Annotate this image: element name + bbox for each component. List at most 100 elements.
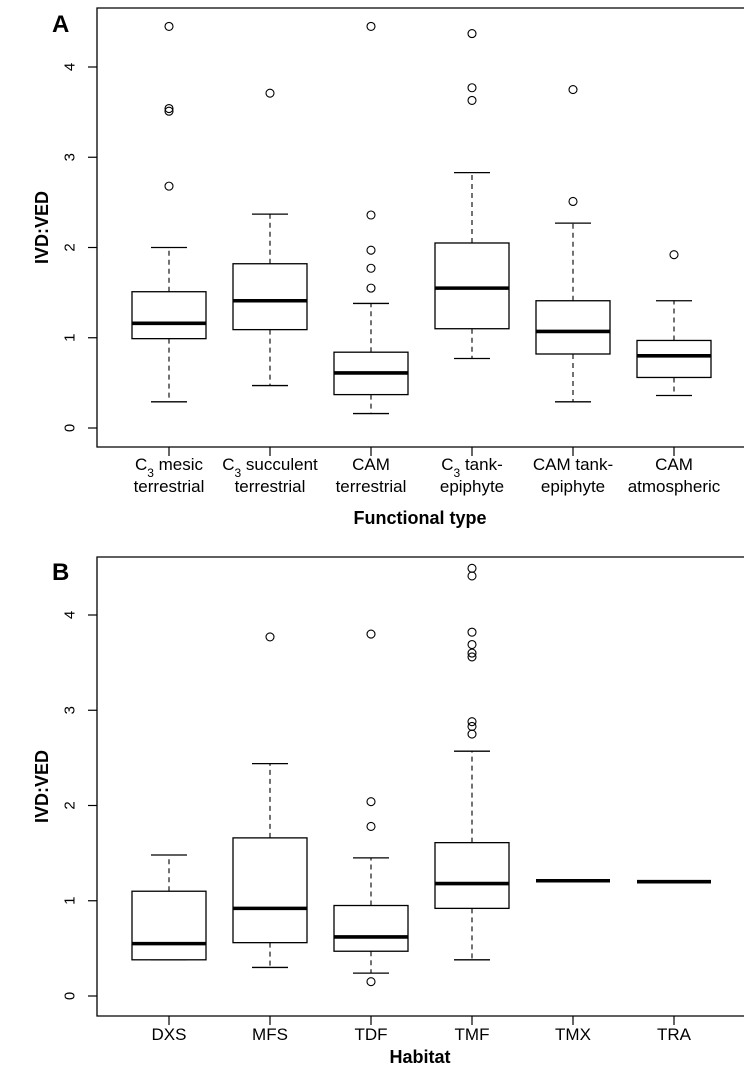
y-tick-label: 4 xyxy=(62,63,79,71)
outlier-point xyxy=(467,729,477,739)
x-tick-label-subscript: 3 xyxy=(235,466,242,480)
box-group: TDF xyxy=(333,629,409,1044)
outlier-point xyxy=(366,821,376,832)
iqr-box xyxy=(434,242,510,330)
x-tick-label-line1: C3 mesic xyxy=(135,455,204,480)
x-tick-label-subscript: 3 xyxy=(147,466,154,480)
x-tick-label-rest: succulent xyxy=(241,455,318,474)
outlier-point xyxy=(568,85,578,95)
iqr-box xyxy=(636,339,712,379)
x-tick-label-line2: terrestrial xyxy=(336,477,407,496)
outlier-point xyxy=(164,21,174,31)
x-tick-label-rest: CAM xyxy=(655,455,693,474)
iqr-box xyxy=(232,263,308,331)
plot-frame xyxy=(96,556,744,1017)
outlier-point xyxy=(366,210,376,220)
y-tick-label: 1 xyxy=(62,334,79,342)
x-tick-label-line2: terrestrial xyxy=(235,477,306,496)
x-tick-label-line2: atmospheric xyxy=(628,477,721,496)
x-tick-label-line1: CAM xyxy=(352,455,390,474)
x-tick-label-line1: CAM tank- xyxy=(533,455,613,474)
y-tick-label: 3 xyxy=(62,153,79,161)
iqr-box xyxy=(131,291,207,340)
outlier-point xyxy=(467,648,477,658)
x-tick-label: TDF xyxy=(354,1025,387,1044)
outlier-point xyxy=(164,181,174,191)
y-tick-label: 3 xyxy=(62,706,79,714)
outlier-point xyxy=(467,83,477,93)
x-tick-label-rest: CAM xyxy=(352,455,390,474)
panel-letter: A xyxy=(52,11,69,38)
x-tick-label: MFS xyxy=(252,1025,288,1044)
y-tick-label: 0 xyxy=(62,424,79,432)
box-group: TRA xyxy=(637,879,711,1044)
x-tick-label: TMX xyxy=(555,1025,591,1044)
outlier-point xyxy=(366,629,376,639)
iqr-box xyxy=(333,904,409,952)
y-tick-label: 4 xyxy=(62,611,79,619)
panel-b-boxplot: B 0 1 2 3 4 IVD:VED Habitat DXS MFS TDF TMF TMX TRA xyxy=(32,556,744,1066)
panel-letter: B xyxy=(52,559,69,586)
x-tick-label-prefix: C xyxy=(222,455,234,474)
outlier-point xyxy=(164,103,174,114)
x-tick-label-line2: terrestrial xyxy=(134,477,205,496)
x-tick-label-rest: CAM tank- xyxy=(533,455,613,474)
y-axis-title: IVD:VED xyxy=(32,750,52,823)
x-tick-label-line1: C3 succulent xyxy=(222,455,318,480)
outlier-point xyxy=(366,797,376,807)
y-tick-label: 1 xyxy=(62,897,79,905)
iqr-box xyxy=(434,841,510,910)
outlier-point xyxy=(164,106,174,116)
outlier-point xyxy=(366,977,376,987)
box-group: CAM terrestrial xyxy=(333,21,409,496)
box-group: DXS xyxy=(131,854,207,1044)
outlier-point xyxy=(467,563,477,573)
iqr-box xyxy=(131,890,207,961)
outlier-point xyxy=(467,95,477,105)
outlier-point xyxy=(467,639,477,650)
x-tick-label-prefix: C xyxy=(441,455,453,474)
outlier-point xyxy=(366,283,376,293)
box-group: C3 tank-epiphyte xyxy=(434,29,510,496)
iqr-box xyxy=(232,837,308,944)
outlier-point xyxy=(467,571,477,581)
box-group: TMF xyxy=(434,563,510,1044)
outlier-point xyxy=(568,196,578,207)
x-tick-label: DXS xyxy=(152,1025,187,1044)
outlier-point xyxy=(366,21,376,31)
outlier-point xyxy=(265,632,275,642)
plot-frame xyxy=(96,7,744,448)
x-tick-label-rest: mesic xyxy=(154,455,204,474)
x-tick-label-line2: epiphyte xyxy=(440,477,504,496)
x-axis-title: Habitat xyxy=(389,1047,450,1066)
box-group: CAM atmospheric xyxy=(628,250,721,496)
outlier-point xyxy=(467,627,477,637)
x-tick-label-line1: CAM xyxy=(655,455,693,474)
outlier-point xyxy=(467,652,477,662)
box-group: CAM tank-epiphyte xyxy=(533,85,613,496)
outlier-point xyxy=(366,263,376,273)
x-tick-label: TRA xyxy=(657,1025,692,1044)
x-tick-label-line1: C3 tank- xyxy=(441,455,503,480)
x-tick-label-rest: tank- xyxy=(460,455,503,474)
x-tick-label-subscript: 3 xyxy=(454,466,461,480)
outlier-point xyxy=(669,250,679,260)
outlier-point xyxy=(467,29,477,39)
outlier-point xyxy=(265,88,275,98)
box-group: MFS xyxy=(232,632,308,1044)
y-tick-label: 0 xyxy=(62,992,79,1000)
box-group: TMX xyxy=(536,878,610,1044)
x-tick-label-prefix: C xyxy=(135,455,147,474)
outlier-point xyxy=(366,245,376,255)
x-tick-label: TMF xyxy=(455,1025,490,1044)
x-tick-label-line2: epiphyte xyxy=(541,477,605,496)
outlier-point xyxy=(467,717,477,727)
x-axis-title: Functional type xyxy=(353,508,486,528)
outlier-point xyxy=(467,721,477,731)
y-tick-label: 2 xyxy=(62,801,79,809)
y-axis-title: IVD:VED xyxy=(32,191,52,264)
